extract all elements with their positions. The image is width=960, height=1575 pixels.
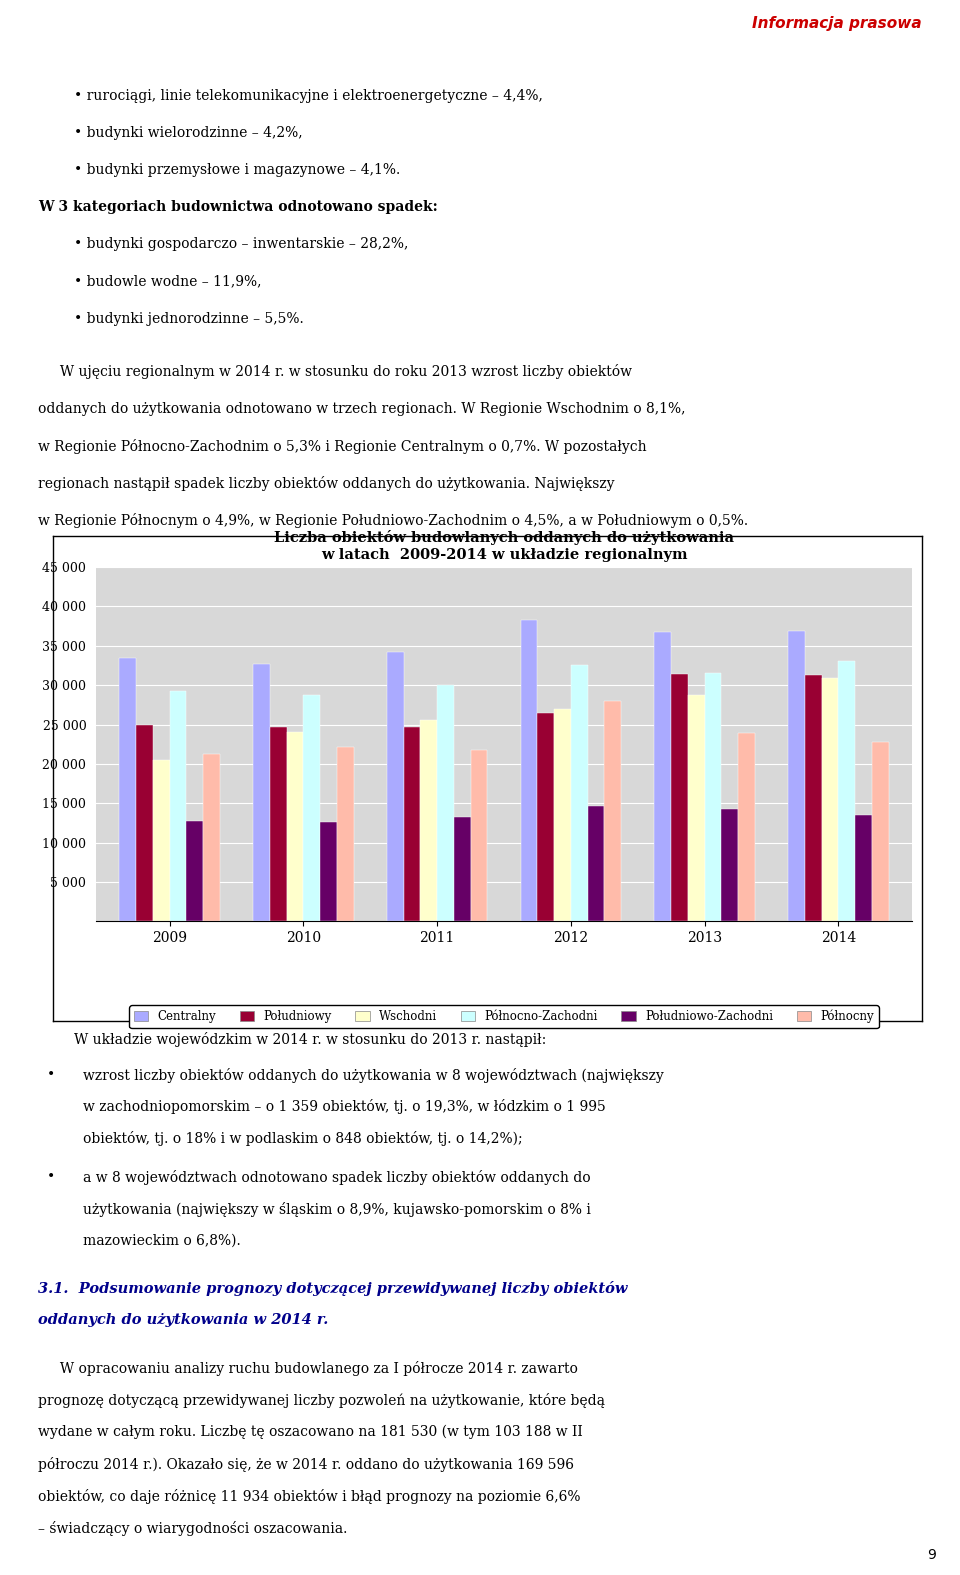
Text: w Regionie Północnym o 4,9%, w Regionie Południowo-Zachodnim o 4,5%, a w Południ: w Regionie Północnym o 4,9%, w Regionie … <box>38 513 749 528</box>
Text: półroczu 2014 r.). Okazało się, że w 2014 r. oddano do użytkowania 169 596: półroczu 2014 r.). Okazało się, że w 201… <box>38 1457 574 1473</box>
Text: regionach nastąpił spadek liczby obiektów oddanych do użytkowania. Największy: regionach nastąpił spadek liczby obiektó… <box>38 476 615 491</box>
Text: Informacja prasowa: Informacja prasowa <box>752 16 922 32</box>
Bar <box>738 734 755 921</box>
Text: GŁÓWNY URZĄD NADZORU BUDOWLANEGO: GŁÓWNY URZĄD NADZORU BUDOWLANEGO <box>48 1534 422 1550</box>
Text: wzrost liczby obiektów oddanych do użytkowania w 8 województwach (największy: wzrost liczby obiektów oddanych do użytk… <box>83 1068 663 1082</box>
Title: Liczba obiektów budowlanych oddanych do użytkowania
w latach  2009-2014 w układz: Liczba obiektów budowlanych oddanych do … <box>274 531 734 562</box>
Bar <box>153 761 170 921</box>
Bar <box>186 822 203 921</box>
Bar <box>671 674 688 921</box>
Bar <box>605 701 621 921</box>
Bar <box>119 658 136 921</box>
Text: obiektów, tj. o 18% i w podlaskim o 848 obiektów, tj. o 14,2%);: obiektów, tj. o 18% i w podlaskim o 848 … <box>83 1131 522 1147</box>
Text: W 3 kategoriach budownictwa odnotowano spadek:: W 3 kategoriach budownictwa odnotowano s… <box>38 200 438 214</box>
Bar <box>554 709 571 921</box>
Bar <box>520 621 538 921</box>
Bar <box>688 696 705 921</box>
Legend: Centralny, Południowy, Wschodni, Północno-Zachodni, Południowo-Zachodni, Północn: Centralny, Południowy, Wschodni, Północn… <box>130 1005 878 1028</box>
Bar <box>838 662 855 921</box>
Text: • rurociągi, linie telekomunikacyjne i elektroenergetyczne – 4,4%,: • rurociągi, linie telekomunikacyjne i e… <box>74 88 542 102</box>
Bar <box>538 713 554 921</box>
Text: 3.1.  Podsumowanie prognozy dotyczącej przewidywanej liczby obiektów: 3.1. Podsumowanie prognozy dotyczącej pr… <box>38 1282 628 1296</box>
Text: prognozę dotyczącą przewidywanej liczby pozwoleń na użytkowanie, które będą: prognozę dotyczącą przewidywanej liczby … <box>38 1392 606 1408</box>
Text: WARSZAWA,  LUTY  2015 R.: WARSZAWA, LUTY 2015 R. <box>528 1536 757 1548</box>
Text: W układzie wojewódzkim w 2014 r. w stosunku do 2013 r. nastąpił:: W układzie wojewódzkim w 2014 r. w stosu… <box>74 1032 546 1047</box>
Bar <box>287 731 303 921</box>
Text: 9: 9 <box>927 1548 936 1562</box>
Text: •: • <box>47 1170 56 1184</box>
Bar <box>136 724 153 921</box>
Text: • budynki gospodarczo – inwentarskie – 28,2%,: • budynki gospodarczo – inwentarskie – 2… <box>74 238 408 252</box>
Text: w Regionie Północno-Zachodnim o 5,3% i Regionie Centralnym o 0,7%. W pozostałych: w Regionie Północno-Zachodnim o 5,3% i R… <box>38 439 647 454</box>
Bar <box>805 674 822 921</box>
Text: W opracowaniu analizy ruchu budowlanego za I półrocze 2014 r. zawarto: W opracowaniu analizy ruchu budowlanego … <box>38 1361 578 1377</box>
Text: w zachodniopomorskim – o 1 359 obiektów, tj. o 19,3%, w łódzkim o 1 995: w zachodniopomorskim – o 1 359 obiektów,… <box>83 1099 606 1115</box>
Bar <box>822 677 838 921</box>
Bar <box>203 754 220 921</box>
Bar <box>270 728 287 921</box>
Bar <box>655 632 671 921</box>
Bar <box>403 728 420 921</box>
Text: •: • <box>47 1068 56 1082</box>
Text: oddanych do użytkowania w 2014 r.: oddanych do użytkowania w 2014 r. <box>38 1314 328 1328</box>
Bar <box>420 720 437 921</box>
Bar <box>855 816 872 921</box>
Bar <box>303 695 320 921</box>
Text: • budynki wielorodzinne – 4,2%,: • budynki wielorodzinne – 4,2%, <box>74 126 302 140</box>
Bar <box>721 810 738 921</box>
Bar <box>337 748 353 921</box>
Bar <box>470 750 488 921</box>
Bar <box>571 665 588 921</box>
Text: a w 8 województwach odnotowano spadek liczby obiektów oddanych do: a w 8 województwach odnotowano spadek li… <box>83 1170 590 1184</box>
Text: • budowle wodne – 11,9%,: • budowle wodne – 11,9%, <box>74 274 261 288</box>
Text: wydane w całym roku. Liczbę tę oszacowano na 181 530 (w tym 103 188 w II: wydane w całym roku. Liczbę tę oszacowan… <box>38 1425 583 1440</box>
Text: • budynki przemysłowe i magazynowe – 4,1%.: • budynki przemysłowe i magazynowe – 4,1… <box>74 162 400 176</box>
Bar <box>454 817 470 921</box>
Bar <box>320 822 337 921</box>
Text: obiektów, co daje różnicę 11 934 obiektów i błąd prognozy na poziomie 6,6%: obiektów, co daje różnicę 11 934 obiektó… <box>38 1488 581 1504</box>
Text: mazowieckim o 6,8%).: mazowieckim o 6,8%). <box>83 1233 240 1247</box>
Bar <box>788 630 805 921</box>
Bar <box>705 673 721 921</box>
Text: • budynki jednorodzinne – 5,5%.: • budynki jednorodzinne – 5,5%. <box>74 312 303 326</box>
Bar <box>387 652 403 921</box>
Bar <box>872 742 889 921</box>
Bar <box>170 691 186 921</box>
Bar <box>588 805 605 921</box>
Text: oddanych do użytkowania odnotowano w trzech regionach. W Regionie Wschodnim o 8,: oddanych do użytkowania odnotowano w trz… <box>38 402 685 416</box>
Text: użytkowania (największy w śląskim o 8,9%, kujawsko-pomorskim o 8% i: użytkowania (największy w śląskim o 8,9%… <box>83 1202 590 1216</box>
Bar <box>253 665 270 921</box>
Text: W ujęciu regionalnym w 2014 r. w stosunku do roku 2013 wzrost liczby obiektów: W ujęciu regionalnym w 2014 r. w stosunk… <box>38 364 633 380</box>
Bar <box>437 685 454 921</box>
Text: – świadczący o wiarygodności oszacowania.: – świadczący o wiarygodności oszacowania… <box>38 1521 348 1536</box>
